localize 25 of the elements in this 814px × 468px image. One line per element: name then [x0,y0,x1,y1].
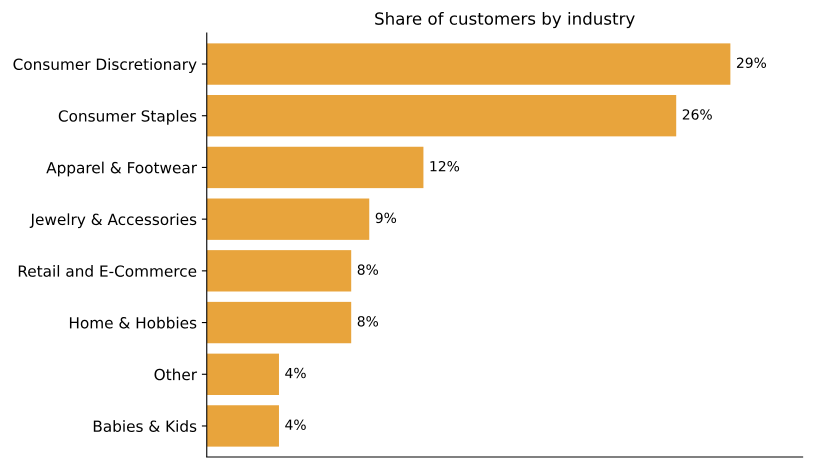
y-tick-label: Other [154,368,198,380]
y-tick-label: Consumer Staples [58,110,196,125]
y-tick-label: Retail and E-Commerce [18,265,196,277]
y-tick-label: Home & Hobbies [70,316,196,329]
data-label: 12% [430,160,460,172]
bar [206,198,370,240]
data-label: 9% [376,212,396,224]
data-label: 4% [285,368,306,378]
y-tick-label: Jewelry & Accessories [30,213,196,228]
data-label: 8% [358,264,378,275]
bar [206,146,424,188]
y-tick-label: Apparel & Footwear [46,162,198,176]
bar [206,250,352,292]
y-tick-label: Consumer Discretionary [13,58,197,73]
y-tick-label: Babies & Kids [94,420,196,432]
chart-title: Share of customers by industry [375,12,635,28]
data-label: 29% [736,58,766,68]
data-label: 26% [682,109,712,120]
bar [206,405,279,447]
bar [206,354,279,395]
bar [206,302,352,344]
data-label: 4% [285,420,306,430]
bar [206,95,676,136]
bar [206,43,730,85]
data-label: 8% [358,316,378,327]
